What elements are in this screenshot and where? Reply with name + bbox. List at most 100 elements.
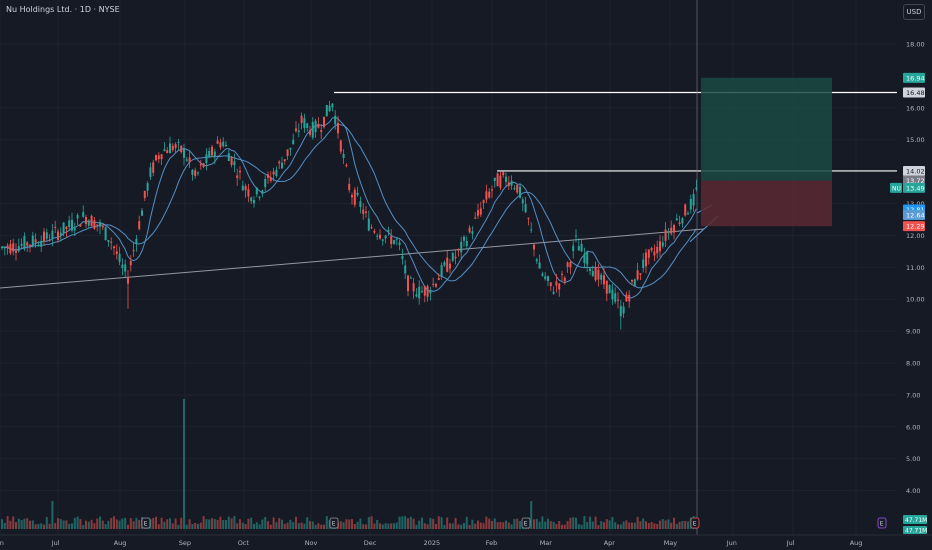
volume-bar (387, 523, 390, 529)
candle-body (395, 238, 398, 240)
volume-bar (474, 523, 477, 529)
volume-bar (661, 519, 664, 529)
candle-body (667, 230, 670, 234)
volume-bar (460, 524, 463, 529)
volume-bar (390, 523, 393, 529)
volume-bar (199, 522, 202, 529)
volume-bar (491, 520, 493, 529)
volume-bar (163, 521, 166, 529)
candle-body (664, 229, 667, 241)
volume-bar (401, 516, 404, 529)
volume-bar (639, 521, 642, 529)
volume-bars (1, 399, 698, 529)
candle-body (488, 191, 491, 198)
candle-body (544, 276, 547, 280)
volume-bar (253, 524, 255, 529)
time-axis-tick: Jun (0, 539, 4, 547)
candle-body (485, 191, 488, 200)
volume-bar (617, 524, 619, 529)
candle-body (695, 187, 698, 190)
candle-body (359, 201, 362, 207)
candle-body (681, 218, 684, 224)
candle-body (275, 169, 278, 177)
volume-bar (323, 524, 325, 529)
candle-body (367, 218, 370, 231)
volume-bar (636, 516, 639, 529)
price-label-box (903, 165, 925, 176)
candle-body (642, 259, 645, 269)
volume-bar (281, 519, 283, 529)
volume-bar (68, 523, 71, 529)
candle-body (113, 246, 115, 249)
volume-bar (309, 521, 311, 529)
candle-body (474, 217, 477, 219)
currency-button[interactable]: USD (903, 4, 925, 20)
volume-bar (113, 516, 115, 529)
time-axis-tick: Sep (179, 539, 191, 547)
volume-bar (79, 519, 82, 529)
volume-bar (653, 523, 656, 529)
price-label-box (903, 87, 925, 98)
candle-body (71, 219, 73, 231)
volume-bar (650, 522, 653, 529)
price-label-box (903, 209, 925, 220)
earnings-marker: E (877, 517, 887, 529)
volume-bar (71, 523, 73, 529)
candle-body (356, 192, 359, 196)
volume-bar (535, 518, 538, 529)
volume-bar (412, 518, 415, 529)
volume-bar (597, 524, 600, 529)
candle-body (118, 253, 121, 262)
candle-body (146, 183, 149, 191)
volume-bar (488, 518, 491, 529)
volume-bar (373, 523, 376, 529)
volume-bar (429, 518, 432, 529)
candle-body (121, 264, 124, 268)
volume-bar (451, 523, 454, 529)
price-label: 16.94 (906, 74, 925, 82)
volume-bar (379, 523, 381, 529)
candle-body (258, 196, 261, 198)
volume-bar (1, 519, 3, 529)
volume-label: 47.71M (905, 517, 927, 524)
candle-body (65, 226, 68, 230)
time-axis-tick: Nov (305, 539, 318, 547)
volume-bar (664, 520, 667, 529)
time-axis-tick: Aug (850, 539, 863, 547)
candles (1, 100, 698, 330)
candle-body (661, 242, 664, 247)
price-label-box (903, 182, 925, 193)
volume-bar (185, 524, 188, 529)
symbol-header[interactable]: Nu Holdings Ltd. · 1D · NYSE (6, 5, 120, 14)
price-label-box (903, 221, 925, 232)
volume-bar (85, 520, 87, 529)
candle-body (281, 162, 283, 169)
volume-bar (589, 516, 591, 529)
candle-body (561, 273, 563, 275)
candle-body (479, 208, 482, 215)
candle-body (34, 239, 37, 243)
volume-bar (507, 522, 510, 529)
candle-body (303, 118, 306, 129)
candle-body (54, 226, 57, 228)
candle-body (9, 243, 12, 254)
candle-body (202, 163, 205, 168)
candle-body (342, 153, 345, 158)
volume-bar (31, 520, 34, 529)
price-label: 12.29 (906, 223, 925, 231)
volume-bar (177, 524, 180, 529)
candle-body (465, 240, 468, 247)
candle-body (216, 140, 219, 144)
volume-bar (96, 518, 99, 529)
volume-bar (351, 519, 353, 529)
candle-body (429, 290, 432, 294)
candle-body (351, 195, 353, 198)
volume-bar (395, 522, 398, 529)
volume-bar (477, 520, 479, 529)
price-label: 14.02 (906, 167, 925, 175)
candle-body (519, 186, 521, 198)
candle-body (547, 276, 549, 281)
volume-bar (423, 523, 426, 529)
candle-body (219, 142, 222, 148)
